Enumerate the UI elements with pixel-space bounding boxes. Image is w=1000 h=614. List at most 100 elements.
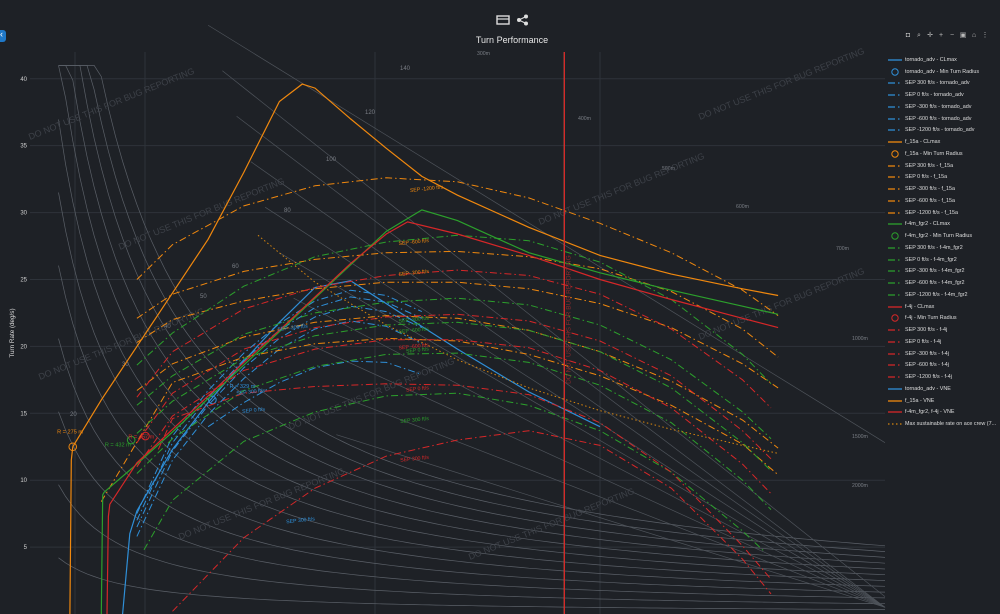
speed-reference-curve [58, 557, 885, 610]
radius-label: 400m [578, 116, 591, 122]
y-tick-label: 40 [20, 77, 27, 83]
series-line[interactable] [257, 234, 779, 454]
legend-item[interactable]: f-4m_fgr2 - CLmax [888, 219, 1000, 231]
series-line[interactable] [157, 383, 772, 580]
legend-item[interactable]: tornado_adv - CLmax [888, 54, 1000, 66]
min-turn-radius-marker[interactable] [68, 442, 78, 452]
legend-swatch [888, 282, 902, 284]
min-turn-radius-marker[interactable] [141, 431, 150, 441]
legend-item[interactable]: SEP -600 ft/s - f_15a [888, 195, 1000, 207]
series-line[interactable] [100, 337, 779, 502]
camera-icon[interactable]: ◘ [905, 32, 911, 39]
watermark: DO NOT USE THIS FOR BUG REPORTING [697, 46, 866, 122]
radius-reference-line [321, 388, 886, 608]
legend-item[interactable]: tornado_adv - VNE [888, 383, 1000, 395]
series-line[interactable] [122, 280, 601, 614]
series-line[interactable] [136, 320, 423, 537]
series-line[interactable] [106, 221, 779, 614]
legend-swatch [888, 376, 902, 378]
series-line[interactable] [136, 269, 772, 409]
radius-reference-line [293, 297, 886, 608]
legend-item[interactable]: f-4m_fgr2 - Min Turn Radius [888, 230, 1000, 242]
legend-item[interactable]: SEP 300 ft/s - f_15a [888, 160, 1000, 172]
legend-label: f_15a - Min Turn Radius [905, 150, 963, 157]
series-line[interactable] [136, 352, 772, 510]
legend-item[interactable]: SEP -1200 ft/s - f-4m_fgr2 [888, 289, 1000, 301]
series-line[interactable] [69, 83, 779, 614]
sidebar-toggle[interactable]: ‹ [0, 29, 6, 42]
legend-item[interactable]: SEP -300 ft/s - tornado_adv [888, 101, 1000, 113]
radius-reference-line [336, 434, 886, 608]
speed-label: 80 [284, 208, 291, 214]
sep-label: SEP -300 ft/s [277, 324, 308, 333]
series-line[interactable] [136, 315, 779, 449]
legend-item[interactable]: SEP 300 ft/s - f-4j [888, 324, 1000, 336]
legend-item[interactable]: SEP 0 ft/s - f-4m_fgr2 [888, 254, 1000, 266]
series-line[interactable] [136, 234, 772, 385]
pan-icon[interactable]: ✛ [927, 32, 933, 39]
series-line[interactable] [100, 209, 779, 614]
legend-item[interactable]: SEP -300 ft/s - f_15a [888, 183, 1000, 195]
zoom-in-icon[interactable]: + [938, 32, 944, 39]
legend-swatch [888, 106, 902, 108]
legend-label: SEP -1200 ft/s - f_15a [905, 209, 958, 216]
min-turn-radius-marker[interactable] [126, 435, 136, 445]
series-line[interactable] [136, 305, 423, 528]
legend-item[interactable]: Max sustainable rate on ace crew (7... [888, 418, 1000, 430]
legend-item[interactable]: SEP -1200 ft/s - f_15a [888, 207, 1000, 219]
series-line[interactable] [136, 339, 772, 494]
y-tick-label: 5 [24, 545, 28, 551]
legend-item[interactable]: SEP -600 ft/s - f-4j [888, 360, 1000, 372]
series-line[interactable] [172, 430, 772, 612]
series-line[interactable] [136, 296, 423, 521]
speed-reference-curve [58, 192, 886, 581]
spike-icon[interactable]: ⋮ [981, 32, 989, 39]
y-tick-label: 15 [20, 411, 27, 417]
legend-item[interactable]: f-4j - CLmax [888, 301, 1000, 313]
zoom-out-icon[interactable]: − [949, 32, 955, 39]
legend-item[interactable]: f-4m_fgr2, f-4j - VNE [888, 407, 1000, 419]
share-icon[interactable] [516, 14, 530, 26]
legend-item[interactable]: tornado_adv - Min Turn Radius [888, 66, 1000, 78]
autoscale-icon[interactable]: ▣ [959, 32, 967, 39]
series-line[interactable] [136, 250, 779, 358]
legend-item[interactable]: SEP 0 ft/s - f_15a [888, 172, 1000, 184]
legend-item[interactable]: f-4j - Min Turn Radius [888, 313, 1000, 325]
reset-icon[interactable]: ⌂ [971, 32, 977, 39]
y-axis-label: Turn Rate (deg/s) [9, 308, 16, 357]
speed-reference-curve [58, 338, 886, 593]
sep-label: SEP -300 ft/s [398, 316, 429, 325]
legend-item[interactable]: SEP -1200 ft/s - tornado_adv [888, 125, 1000, 137]
legend-item[interactable]: SEP -300 ft/s - f-4m_fgr2 [888, 266, 1000, 278]
speed-reference-curve [58, 411, 886, 599]
legend-swatch [888, 59, 902, 61]
panel-toggle-icon[interactable] [496, 14, 510, 26]
legend-item[interactable]: f_15a - Min Turn Radius [888, 148, 1000, 160]
series-line[interactable] [136, 321, 772, 472]
legend-item[interactable]: SEP 0 ft/s - f-4j [888, 336, 1000, 348]
legend-item[interactable]: SEP 300 ft/s - f-4m_fgr2 [888, 242, 1000, 254]
legend-marker [891, 314, 899, 323]
series-line[interactable] [136, 297, 772, 440]
sep-label: SEP 300 ft/s [400, 455, 430, 464]
legend-swatch [888, 223, 902, 226]
legend-item[interactable]: SEP 0 ft/s - tornado_adv [888, 89, 1000, 101]
legend-item[interactable]: SEP -600 ft/s - tornado_adv [888, 113, 1000, 125]
legend-item[interactable]: SEP -1200 ft/s - f-4j [888, 371, 1000, 383]
legend-item[interactable]: SEP -600 ft/s - f-4m_fgr2 [888, 277, 1000, 289]
series-line[interactable] [207, 360, 423, 428]
series-line[interactable] [143, 392, 765, 552]
legend-label: SEP 0 ft/s - f_15a [905, 174, 948, 181]
legend-item[interactable]: SEP -300 ft/s - f-4j [888, 348, 1000, 360]
legend-item[interactable]: f_15a - VNE [888, 395, 1000, 407]
zoom-icon[interactable]: ⌕ [917, 32, 921, 39]
legend-item[interactable]: f_15a - CLmax [888, 136, 1000, 148]
min-turn-radius-marker[interactable] [208, 395, 217, 405]
series-line[interactable] [136, 177, 779, 317]
series-line[interactable] [136, 313, 772, 460]
series-line[interactable] [136, 281, 779, 389]
sep-label: SEP 0 ft/s [406, 346, 430, 354]
legend-item[interactable]: SEP 300 ft/s - tornado_adv [888, 78, 1000, 90]
legend-swatch [888, 200, 902, 202]
